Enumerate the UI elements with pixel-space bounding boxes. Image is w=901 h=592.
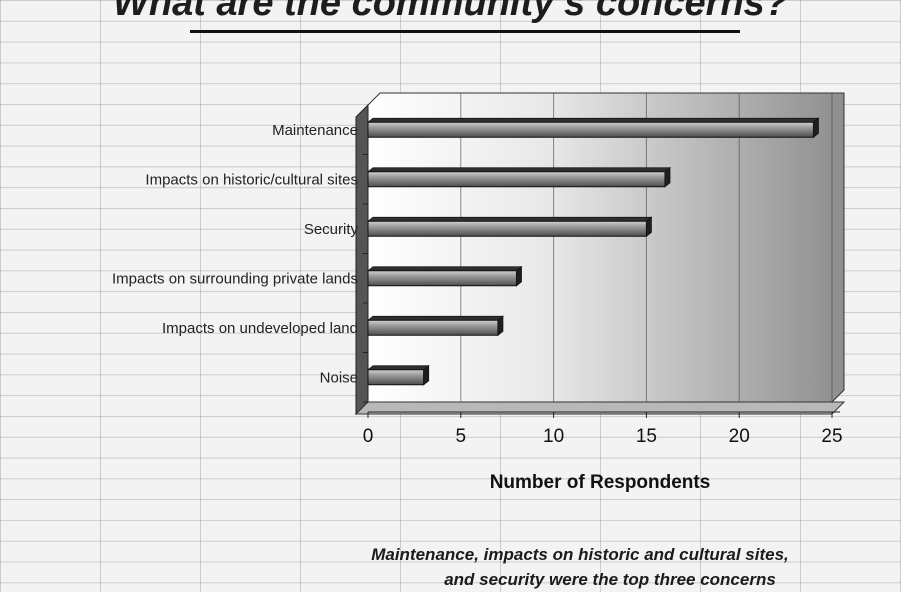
bar-top-face	[366, 365, 430, 371]
bar-end-cap	[516, 265, 522, 287]
category-label: Noise	[320, 369, 358, 386]
bar	[367, 220, 647, 237]
side-wall	[355, 103, 369, 416]
bar-top-face	[366, 117, 820, 123]
bar-top-face	[366, 266, 523, 272]
caption-line-2: and security were the top three concerns	[444, 570, 776, 589]
floor	[354, 401, 846, 415]
x-tick-label: 25	[821, 426, 842, 447]
category-label: Impacts on surrounding private lands	[112, 270, 358, 287]
bar	[367, 121, 814, 138]
bar	[367, 171, 666, 188]
caption-line-1: Maintenance, impacts on historic and cul…	[371, 545, 789, 564]
category-label: Security	[304, 221, 359, 238]
bar-top-face	[366, 216, 653, 222]
x-tick-label: 0	[363, 426, 374, 447]
category-label: Impacts on historic/cultural sites	[145, 171, 358, 188]
x-tick-label: 20	[729, 426, 750, 447]
bar-top-face	[366, 315, 505, 321]
bar-end-cap	[646, 216, 652, 238]
bar-end-cap	[813, 117, 819, 139]
bar	[367, 270, 517, 287]
x-tick-label: 10	[543, 426, 564, 447]
bar	[367, 369, 425, 386]
bar-end-cap	[664, 166, 671, 188]
plot-area	[367, 92, 845, 403]
bar	[367, 319, 499, 336]
category-label: Maintenance	[272, 122, 358, 139]
category-label: Impacts on undeveloped land	[162, 320, 358, 337]
title-underline	[190, 30, 740, 33]
bar-end-cap	[497, 315, 504, 337]
x-tick-label: 15	[636, 426, 657, 447]
bar-end-cap	[423, 364, 430, 386]
chart-title: What are the community’s concerns?	[112, 0, 789, 24]
bar-top-face	[366, 167, 672, 173]
x-tick-label: 5	[456, 426, 467, 447]
x-axis-title: Number of Respondents	[490, 472, 711, 493]
